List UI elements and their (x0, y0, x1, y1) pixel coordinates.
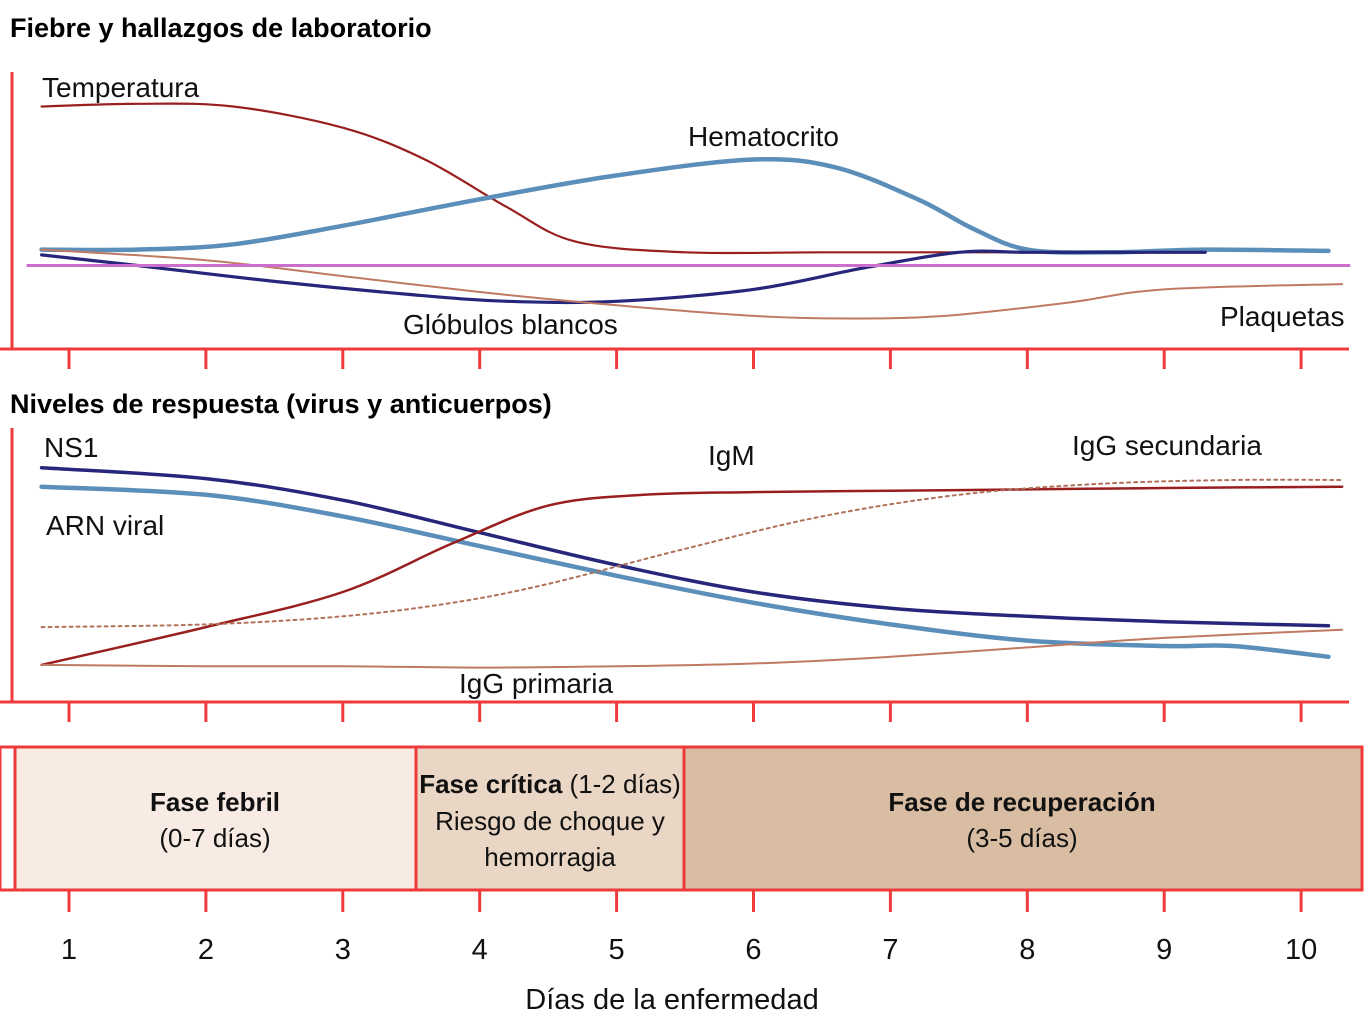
platelets-line (40, 248, 1344, 320)
panel2-tick-marks (67, 702, 1303, 722)
phase-critical-line3: hemorragia (484, 842, 616, 872)
x-tick-label: 10 (1285, 934, 1317, 966)
wbc-line (40, 249, 1207, 305)
temperature-line (40, 102, 1097, 255)
igg-secondary-label: IgG secundaria (1072, 430, 1262, 461)
igg-secondary-line (40, 478, 1344, 629)
phase-critical-duration: (1-2 días) (570, 769, 681, 799)
platelets-label: Plaquetas (1220, 301, 1345, 332)
panel1-title: Fiebre y hallazgos de laboratorio (10, 13, 432, 43)
igm-line (40, 485, 1344, 667)
phase-febrile-box (15, 748, 416, 889)
ns1-label: NS1 (44, 432, 98, 463)
x-tick-label: 5 (609, 934, 625, 966)
phase-recovery-name: Fase de recuperación (888, 787, 1155, 817)
temperature-label: Temperatura (42, 72, 200, 103)
x-tick-label: 6 (745, 934, 761, 966)
panel2-title: Niveles de respuesta (virus y anticuerpo… (10, 389, 552, 419)
phase-recovery-duration: (3-5 días) (966, 823, 1077, 853)
panel1-axes (0, 72, 1349, 369)
x-axis-title: Días de la enfermedad (525, 984, 818, 1016)
panel2-series (39, 466, 1344, 669)
x-tick-label: 7 (882, 934, 898, 966)
panel1-tick-marks (67, 349, 1303, 369)
phase-febrile-name: Fase febril (150, 787, 280, 817)
x-tick-label: 4 (472, 934, 488, 966)
phase-critical-name: Fase crítica (419, 769, 563, 799)
igm-label: IgM (708, 440, 755, 471)
phase-tick-marks (67, 890, 1303, 912)
rna-line (39, 484, 1331, 660)
phase-bar: Fase febril (0-7 días) Fase crítica (1-2… (0, 745, 1364, 912)
panel2-axes (0, 428, 1349, 722)
hematocrit-label: Hematocrito (688, 121, 839, 152)
ns1-line (39, 466, 1331, 628)
phase-critical-line2: Riesgo de choque y (435, 806, 665, 836)
rna-label: ARN viral (46, 510, 164, 541)
x-tick-label: 1 (61, 934, 77, 966)
igg-primary-line (40, 628, 1344, 669)
wbc-label: Glóbulos blancos (403, 309, 618, 340)
x-tick-labels: 1 2 3 4 5 6 7 8 9 10 (61, 934, 1317, 966)
x-tick-label: 3 (335, 934, 351, 966)
phase-critical-space (562, 769, 569, 799)
x-tick-label: 8 (1019, 934, 1035, 966)
panel1-series (26, 102, 1351, 320)
phase-febrile-duration: (0-7 días) (159, 823, 270, 853)
phase-critical-heading: Fase crítica (1-2 días) (419, 769, 681, 799)
phase-critical-box (416, 748, 684, 889)
phase-bar-frame (0, 745, 1364, 892)
igg-primary-label: IgG primaria (459, 668, 613, 699)
phase-recovery-box (684, 748, 1361, 889)
x-tick-label: 9 (1156, 934, 1172, 966)
hematocrit-line (39, 156, 1331, 255)
x-tick-label: 2 (198, 934, 214, 966)
